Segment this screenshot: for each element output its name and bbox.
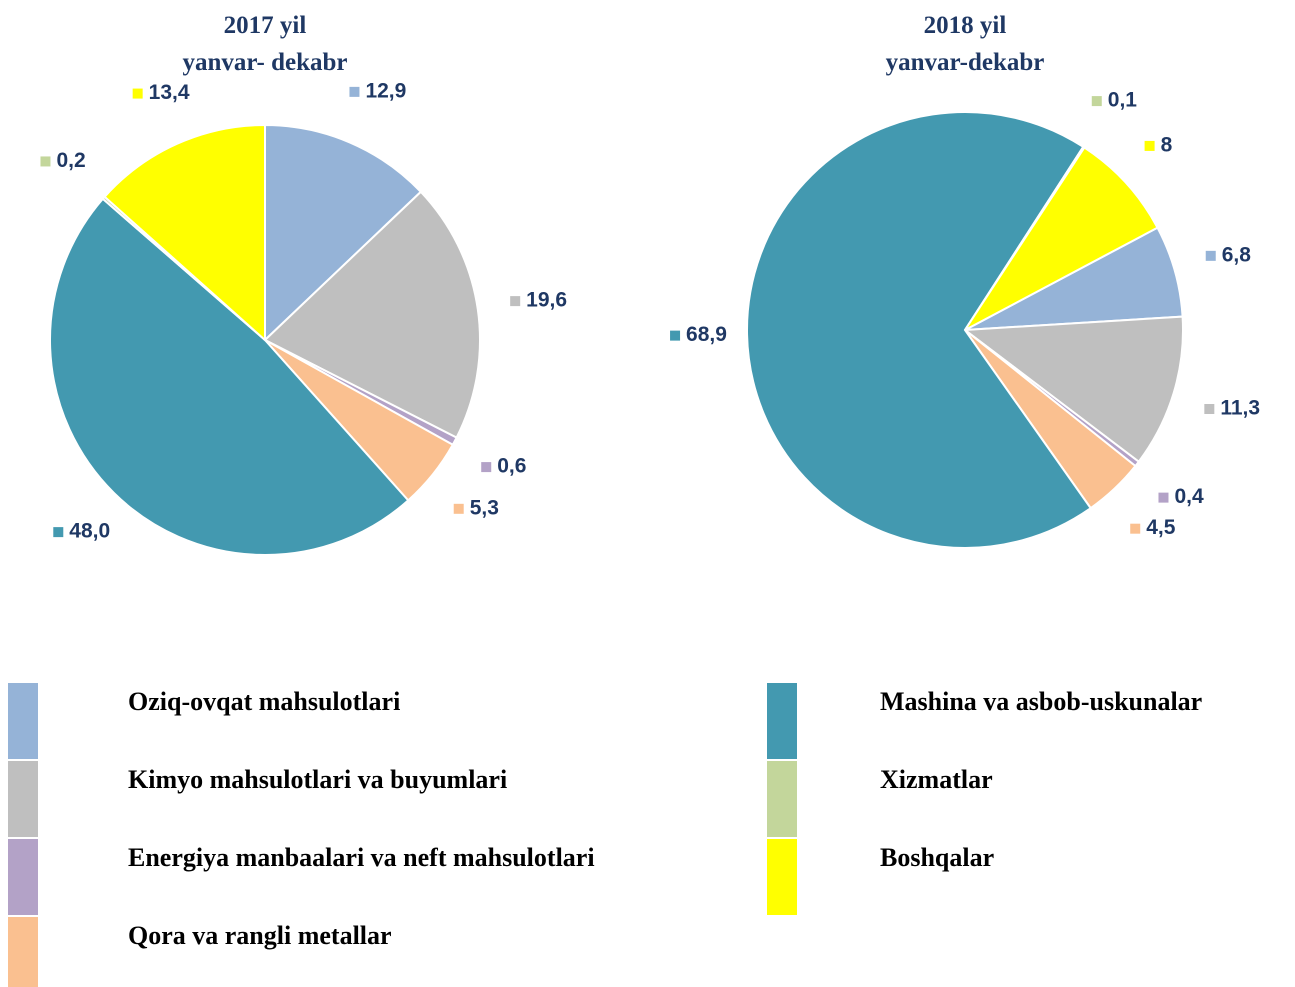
data-label: 8 xyxy=(1161,133,1173,156)
label-marker xyxy=(481,462,492,473)
label-marker xyxy=(1158,492,1169,503)
data-label: 0,1 xyxy=(1108,89,1138,112)
label-marker xyxy=(1091,96,1102,107)
pie-slice xyxy=(964,146,1159,331)
data-label: 5,3 xyxy=(470,496,499,519)
chart-subtitle: yanvar-dekabr xyxy=(886,49,1045,76)
data-label: 11,3 xyxy=(1220,397,1260,420)
label-marker xyxy=(1144,140,1155,151)
data-label: 68,9 xyxy=(686,323,727,346)
data-label: 0,2 xyxy=(56,149,85,172)
legend-label: Qora va rangli metallar xyxy=(128,921,392,950)
pie-slice xyxy=(103,123,266,343)
legend-swatch xyxy=(8,683,38,759)
legend-swatch xyxy=(767,839,797,915)
data-label: 12,9 xyxy=(365,79,406,102)
pie-slice xyxy=(49,197,410,556)
label-marker xyxy=(1130,523,1141,534)
legend-swatch xyxy=(8,917,38,987)
pie-slice xyxy=(264,123,423,343)
legend-swatch xyxy=(767,683,797,759)
data-label: 48,0 xyxy=(69,520,110,543)
label-marker xyxy=(132,88,143,99)
data-label: 6,8 xyxy=(1222,243,1252,266)
label-marker xyxy=(670,330,681,341)
label-marker xyxy=(53,527,64,538)
legend-swatch xyxy=(8,761,38,837)
data-label: 4,5 xyxy=(1146,516,1176,539)
pie-slice xyxy=(746,111,1093,549)
label-marker xyxy=(40,156,51,167)
chart-title: 2017 yil xyxy=(224,12,307,39)
pie-slice xyxy=(962,315,1184,464)
label-marker xyxy=(510,296,521,307)
legend-label: Kimyo mahsulotlari va buyumlari xyxy=(128,765,507,794)
label-marker xyxy=(349,86,360,97)
data-label: 19,6 xyxy=(526,289,567,312)
label-marker xyxy=(1204,403,1215,414)
chart-title: 2018 yil xyxy=(924,12,1007,39)
label-marker xyxy=(453,503,464,514)
pie-slice xyxy=(263,190,481,439)
legend-label: Energiya manbaalari va neft mahsulotlari xyxy=(128,843,595,872)
data-label: 0,4 xyxy=(1174,485,1204,508)
legend-label: Boshqalar xyxy=(880,843,994,872)
chart-subtitle: yanvar- dekabr xyxy=(182,49,347,76)
legend-label: Mashina va asbob-uskunalar xyxy=(880,687,1202,716)
legend-swatch xyxy=(8,839,38,915)
data-label: 0,6 xyxy=(497,455,526,478)
legend-label: Xizmatlar xyxy=(880,765,993,794)
legend-label: Oziq-ovqat mahsulotlari xyxy=(128,687,400,716)
data-label: 13,4 xyxy=(149,81,190,104)
legend-swatch xyxy=(767,761,797,837)
label-marker xyxy=(1205,250,1216,261)
